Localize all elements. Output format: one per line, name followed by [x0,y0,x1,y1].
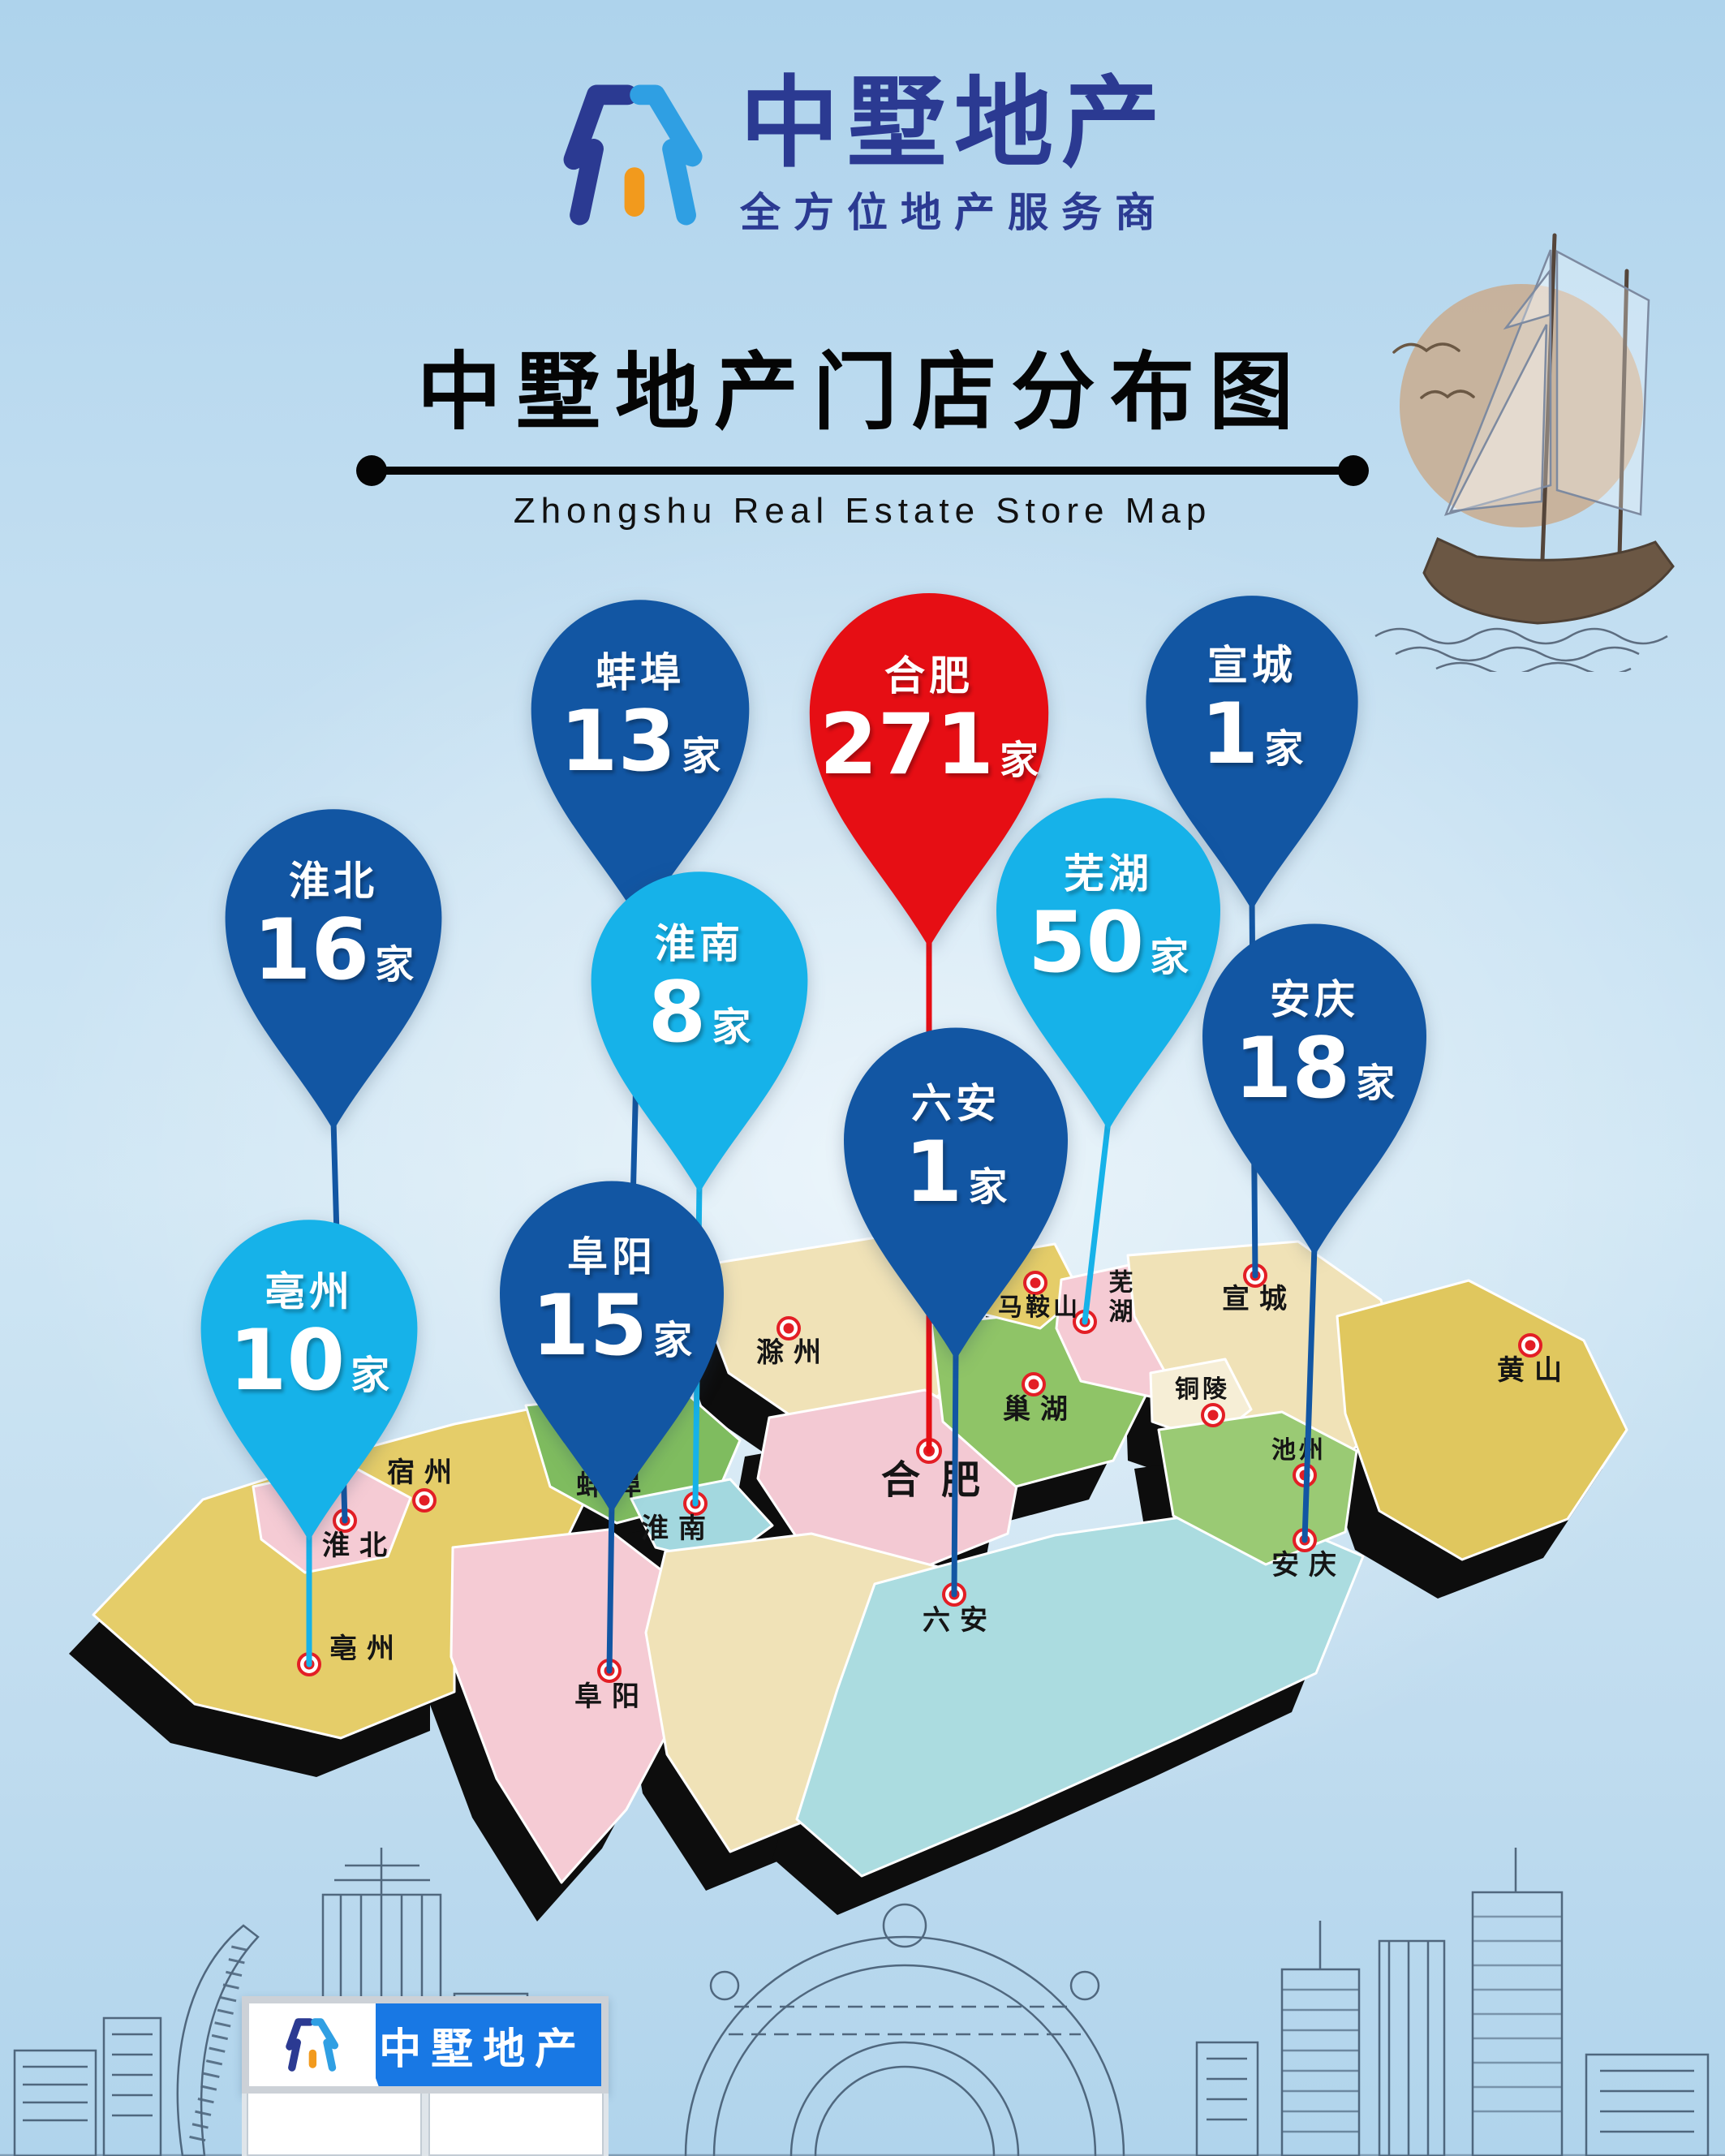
pin-shape [200,1220,418,1542]
map-city-label: 宣城 [1222,1284,1297,1315]
city-dot [1201,1403,1225,1427]
brand-name: 中墅地产 [740,68,1168,179]
pin-shape [531,600,750,923]
balloon-wuhu: 芜湖 50 家 [987,792,1230,1133]
balloon-count: 15 [531,1276,648,1375]
balloon-unit: 家 [1150,935,1189,981]
map-city-label: 宿州 [387,1457,462,1488]
balloon-city: 合肥 [884,652,974,700]
map-city-label: 安庆 [1271,1550,1346,1581]
balloon-anqing: 安庆 18 家 [1193,918,1436,1259]
map-city-label: 阜阳 [574,1681,649,1712]
balloon-unit: 家 [1000,738,1039,783]
balloon-count: 1 [904,1123,963,1221]
pin-shape [1146,596,1358,910]
balloon-unit: 家 [682,734,721,780]
page-subtitle: Zhongshu Real Estate Store Map [513,491,1212,531]
storefront-sign: 中墅地产 [242,1996,609,2094]
balloon-city: 宣城 [1207,641,1297,689]
balloon-fuyang: 阜阳 15 家 [490,1175,733,1516]
map-city-label: 淮北 [322,1530,397,1561]
storefront-door [428,2094,604,2156]
map-city-label: 合肥 [881,1459,1001,1502]
balloon-unit: 家 [1356,1061,1396,1107]
pin-shape [591,871,808,1194]
map-city-label: 马鞍山 [998,1294,1081,1321]
balloon-city: 淮北 [289,857,378,905]
city-dot [1243,1263,1267,1288]
balloon-count: 13 [559,692,677,790]
city-dot [1518,1333,1542,1358]
map-city-label: 淮南 [641,1513,716,1544]
balloon-city: 蚌埠 [596,648,685,696]
balloon-huaibei: 淮北 16 家 [216,803,451,1133]
map-city-label: 芜湖 [1105,1269,1134,1328]
balloon-count: 271 [819,696,994,794]
city-dot [1293,1528,1317,1552]
pin-shape [1202,923,1426,1256]
balloon-bozhou: 亳州 10 家 [191,1214,427,1543]
balloon-city: 阜阳 [567,1233,656,1280]
storefront-door [247,2094,422,2156]
balloon-count: 10 [228,1311,346,1409]
balloon-hefei: 合肥 271 家 [799,587,1059,950]
storefront-sign-text: 中墅地产 [379,2025,587,2074]
storefront-name-panel: 中墅地产 [348,2003,601,2086]
map-city-label: 池州 [1271,1437,1327,1464]
pin-shape [809,593,1049,948]
balloon-unit: 家 [653,1318,693,1364]
city-dot [1293,1463,1317,1487]
balloon-unit: 家 [375,942,415,988]
map-city-label: 亳州 [329,1633,404,1664]
storefront-doors [242,2094,609,2156]
city-dot [1023,1271,1047,1295]
map-city-labels: 宿州 淮北 亳州 蚌埠 淮南 阜阳 滁州 合肥 六安 马鞍山 巢湖 芜湖 铜陵 … [322,1269,1572,1712]
pin-shape [500,1181,724,1513]
balloon-city: 芜湖 [1064,850,1153,897]
balloon-city: 淮南 [655,919,744,967]
storefront-logo-panel [249,2003,376,2086]
balloon-count: 16 [252,901,370,999]
city-dot [297,1652,321,1676]
title-block: 中墅地产门店分布图 Zhongshu Real Estate Store Map [0,323,1725,531]
balloon-city: 安庆 [1270,975,1359,1023]
balloon-unit: 家 [968,1164,1008,1211]
sailboat-sketch-icon [1374,233,1675,672]
city-dot [1022,1372,1046,1396]
map-city-label: 铜陵 [1175,1376,1230,1403]
city-dot [597,1659,622,1683]
balloon-unit: 家 [1264,726,1304,772]
title-divider [356,455,1369,486]
balloon-count: 1 [1200,685,1259,783]
balloon-count: 18 [1233,1019,1351,1117]
map-city-label: 黄山 [1497,1355,1572,1386]
map-city-label: 巢湖 [1003,1394,1078,1425]
pin-shape [996,798,1220,1130]
map-city-label: 六安 [923,1605,997,1636]
balloon-count: 8 [647,963,707,1061]
pin-shape [844,1027,1068,1360]
balloon-count: 50 [1027,893,1145,992]
pin-shape [225,809,442,1131]
city-dot [942,1582,966,1607]
city-dot [776,1316,801,1341]
brand-tagline: 全方位地产服务商 [740,190,1168,236]
header-logo: 中墅地产 全方位地产服务商 [0,71,1725,239]
balloon-unit: 家 [712,1005,751,1051]
city-dot [412,1488,437,1513]
page-title: 中墅地产门店分布图 [416,346,1308,440]
balloon-city: 六安 [911,1079,1000,1127]
balloon-unit: 家 [351,1353,390,1399]
brand-logo-icon-small [283,2016,342,2074]
balloon-bengbu: 蚌埠 13 家 [522,594,759,926]
map-city-label: 滁州 [756,1337,831,1368]
balloon-city: 亳州 [265,1267,354,1315]
